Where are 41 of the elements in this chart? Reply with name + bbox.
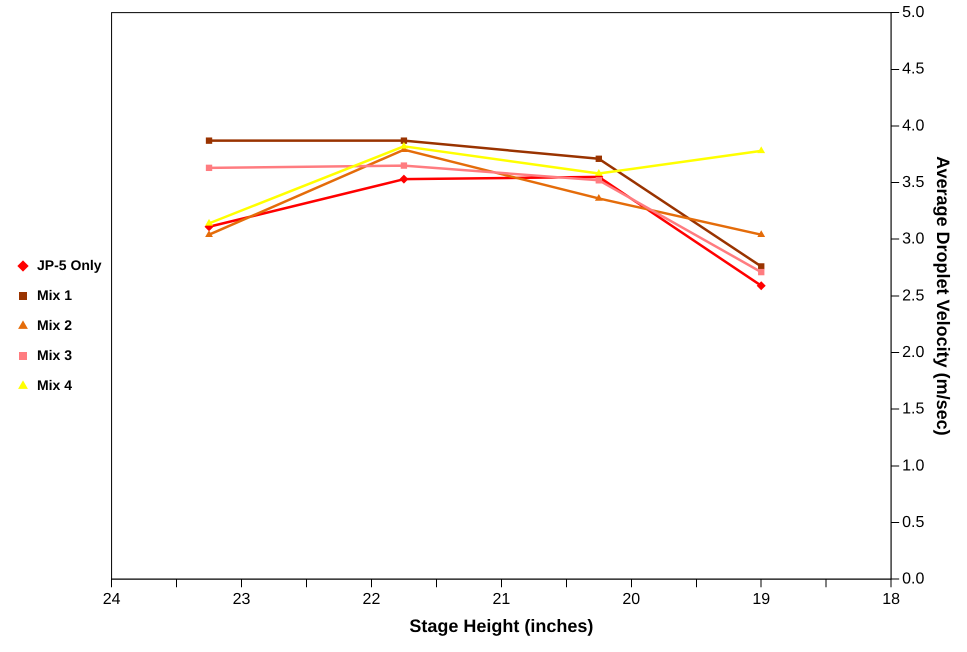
point xyxy=(756,281,766,290)
y-tick-label: 0.5 xyxy=(902,514,924,531)
y-tick-label: 2.0 xyxy=(902,344,924,361)
legend-label: Mix 4 xyxy=(37,376,72,393)
x-axis-title: Stage Height (inches) xyxy=(409,616,594,636)
y-tick-label: 1.0 xyxy=(902,457,924,474)
point xyxy=(206,137,212,144)
y-tick-label: 4.5 xyxy=(902,60,924,78)
y-tick-label: 2.5 xyxy=(902,287,924,304)
point xyxy=(205,230,213,237)
x-tick-label: 19 xyxy=(752,591,770,608)
y-axis-title: Average Droplet Velocity (m/sec) xyxy=(933,156,954,436)
point xyxy=(596,156,602,162)
y-tick-label: 5.0 xyxy=(902,4,924,22)
x-tick-label: 20 xyxy=(622,591,640,608)
legend-label: Mix 3 xyxy=(37,346,72,363)
x-tick-label: 18 xyxy=(882,591,900,608)
point xyxy=(596,177,602,184)
x-tick-label: 21 xyxy=(492,591,510,608)
point xyxy=(757,230,766,237)
point xyxy=(757,146,766,154)
point xyxy=(400,137,408,144)
point xyxy=(400,162,408,169)
point xyxy=(594,194,603,201)
point xyxy=(399,174,408,184)
legend-label: Mix 2 xyxy=(37,316,72,333)
x-tick-label: 24 xyxy=(102,591,121,608)
point xyxy=(594,169,603,176)
point xyxy=(205,218,213,226)
x-tick-label: 23 xyxy=(232,591,251,608)
point xyxy=(758,268,764,276)
y-tick-label: 0.0 xyxy=(902,570,924,588)
legend-label: JP-5 Only xyxy=(37,256,102,273)
legend-label: Mix 1 xyxy=(37,286,72,303)
y-tick-label: 1.5 xyxy=(902,400,924,418)
y-tick-label: 4.0 xyxy=(902,117,924,134)
x-tick-label: 22 xyxy=(362,591,380,608)
y-tick-label: 3.0 xyxy=(902,230,924,248)
point xyxy=(400,142,408,149)
y-tick-label: 3.5 xyxy=(902,174,924,191)
point xyxy=(206,164,212,172)
